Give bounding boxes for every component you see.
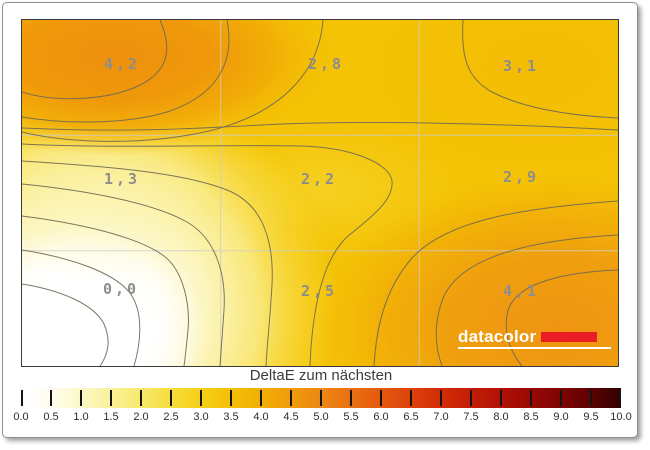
colorbar-tick-label: 1.5 — [103, 411, 119, 423]
colorbar-tick — [200, 390, 202, 406]
colorbar-tick-label: 2.0 — [133, 411, 149, 423]
colorbar-tick-label: 3.0 — [193, 411, 209, 423]
datacolor-logo-text: datacolor — [458, 327, 537, 346]
colorbar-tick-label: 8.0 — [493, 411, 509, 423]
colorbar-tick — [21, 390, 23, 406]
contour-svg — [22, 20, 618, 366]
colorbar-tick — [530, 390, 532, 406]
colorbar-tick-label: 10.0 — [610, 411, 632, 423]
datacolor-logo-underline — [458, 347, 611, 349]
datacolor-logo-bar — [541, 332, 598, 342]
colorbar-tick — [350, 390, 352, 406]
colorbar-tick — [410, 390, 412, 406]
colorbar-tick-label: 9.5 — [583, 411, 599, 423]
colorbar-tick — [590, 390, 592, 406]
colorbar-tick — [140, 390, 142, 406]
colorbar-tick-label: 7.0 — [433, 411, 449, 423]
colorbar-tick-label: 5.5 — [343, 411, 359, 423]
colorbar-labels: 0.0 0.5 1.0 1.5 2.0 2.5 3.0 3.5 4.0 4.5 5.0 5.5 6.0 6… — [13, 411, 631, 426]
colorbar-tick-label: 2.5 — [163, 411, 179, 423]
colorbar-tick — [560, 390, 562, 406]
colorbar-tick-label: 4.5 — [283, 411, 299, 423]
colorbar-tick-label: 6.5 — [403, 411, 419, 423]
colorbar-tick-label: 0.5 — [43, 411, 59, 423]
colorbar — [21, 388, 621, 408]
datacolor-logo: datacolor — [458, 327, 611, 349]
colorbar-tick — [440, 390, 442, 406]
colorbar-tick — [380, 390, 382, 406]
colorbar-tick — [290, 390, 292, 406]
colorbar-tick-label: 1.0 — [73, 411, 89, 423]
colorbar-tick-label: 5.0 — [313, 411, 329, 423]
screenshot-frame: 4,2 2,8 3,1 1,3 2,2 2,9 0,0 2,5 4,1 data… — [2, 2, 638, 438]
contour-lines — [22, 20, 618, 366]
colorbar-tick — [470, 390, 472, 406]
plot-gridlines — [22, 20, 618, 366]
colorbar-tick-label: 3.5 — [223, 411, 239, 423]
colorbar-tick-label: 4.0 — [253, 411, 269, 423]
colorbar-tick — [619, 390, 621, 406]
colorbar-tick — [170, 390, 172, 406]
colorbar-tick — [230, 390, 232, 406]
colorbar-tick-label: 9.0 — [553, 411, 569, 423]
field-bottomright-orange — [312, 173, 618, 366]
chart-title: DeltaE zum nächsten — [249, 367, 393, 384]
colorbar-tick — [320, 390, 322, 406]
colorbar-tick — [50, 390, 52, 406]
contour-plot: 4,2 2,8 3,1 1,3 2,2 2,9 0,0 2,5 4,1 data… — [21, 19, 619, 367]
colorbar-tick-label: 6.0 — [373, 411, 389, 423]
colorbar-tick-label: 0.0 — [13, 411, 29, 423]
colorbar-tick-label: 8.5 — [523, 411, 539, 423]
colorbar-tick — [260, 390, 262, 406]
colorbar-tick — [80, 390, 82, 406]
colorbar-tick-label: 7.5 — [463, 411, 479, 423]
field-topright-wash — [367, 20, 618, 173]
colorbar-tick — [110, 390, 112, 406]
colorbar-tick — [500, 390, 502, 406]
